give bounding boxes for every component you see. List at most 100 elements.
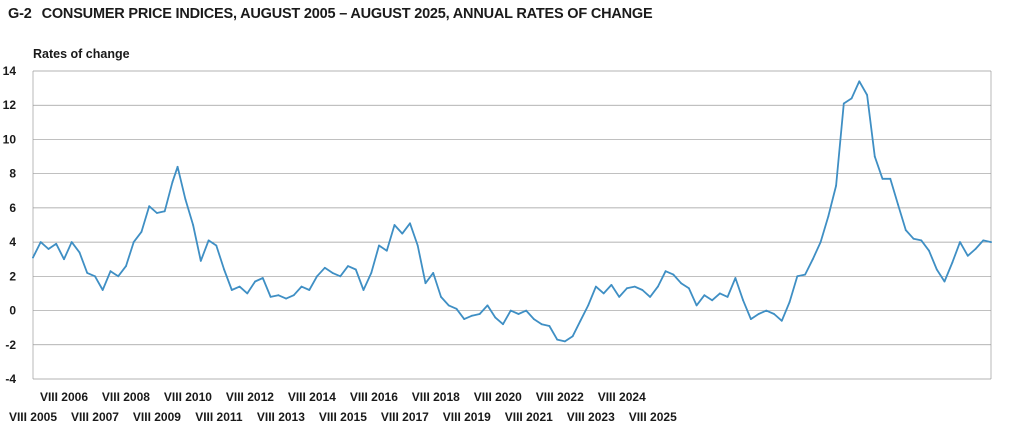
data-point xyxy=(633,285,636,288)
data-point xyxy=(873,155,876,158)
data-point xyxy=(39,241,42,244)
data-point xyxy=(70,241,73,244)
chart-title: G-2 CONSUMER PRICE INDICES, AUGUST 2005 –… xyxy=(8,6,653,22)
data-point xyxy=(804,273,806,276)
y-tick-label: 0 xyxy=(9,304,16,318)
data-point xyxy=(974,248,977,250)
data-point xyxy=(672,273,675,276)
chart-code: G-2 xyxy=(8,6,32,22)
x-tick-label: VIII 2016 xyxy=(350,390,398,404)
data-point xyxy=(300,285,303,288)
y-tick-label: -2 xyxy=(5,338,16,352)
data-point xyxy=(966,254,969,257)
data-point xyxy=(109,270,112,273)
data-point xyxy=(378,244,380,247)
data-point xyxy=(292,294,295,297)
data-point xyxy=(47,248,50,250)
data-point xyxy=(641,289,644,291)
data-point xyxy=(827,215,830,218)
data-point xyxy=(362,289,365,291)
data-point xyxy=(385,249,388,252)
data-point xyxy=(32,256,34,259)
data-point xyxy=(935,268,938,271)
data-point xyxy=(140,230,143,233)
chart-title-text: CONSUMER PRICE INDICES, AUGUST 2005 – AU… xyxy=(41,6,653,22)
data-point xyxy=(649,296,651,298)
data-point xyxy=(78,251,81,254)
data-point xyxy=(230,289,233,291)
x-tick-label: VIII 2014 xyxy=(288,390,336,404)
x-tick-label: VIII 2007 xyxy=(71,410,119,424)
data-point xyxy=(773,313,775,315)
data-point xyxy=(842,102,845,105)
data-point xyxy=(347,265,349,267)
series-group xyxy=(32,80,992,343)
data-point xyxy=(540,323,543,326)
data-point xyxy=(517,313,520,315)
data-point xyxy=(207,239,210,242)
data-point xyxy=(982,239,985,242)
data-point xyxy=(959,241,961,244)
data-point xyxy=(835,184,837,187)
data-point xyxy=(409,222,411,225)
y-tick-label: 6 xyxy=(9,201,16,215)
data-point xyxy=(618,296,621,298)
data-point xyxy=(176,165,179,168)
data-point xyxy=(695,304,698,307)
data-point xyxy=(904,229,907,232)
data-point xyxy=(432,272,435,274)
data-point xyxy=(587,304,590,307)
data-point xyxy=(602,292,605,295)
x-tick-label: VIII 2017 xyxy=(381,410,429,424)
x-axis-ticks: VIII 2006 VIII 2008 VIII 2010 VIII 2012 VIII… xyxy=(9,390,677,424)
data-point xyxy=(101,289,104,291)
y-axis-title: Rates of change xyxy=(33,47,130,61)
data-point xyxy=(734,277,737,279)
data-point xyxy=(726,296,729,298)
data-point xyxy=(571,335,574,338)
data-point xyxy=(819,241,822,244)
data-point xyxy=(156,212,158,214)
data-point xyxy=(148,205,151,208)
x-tick-label: VIII 2021 xyxy=(505,410,553,424)
data-point xyxy=(742,299,744,302)
data-point xyxy=(548,325,551,327)
data-point xyxy=(269,296,272,298)
data-point xyxy=(494,316,497,319)
y-axis-ticks: 14 12 10 8 6 4 2 0 -2 -4 xyxy=(3,64,17,386)
data-point xyxy=(478,313,481,315)
data-point xyxy=(238,285,241,288)
data-point xyxy=(711,299,713,302)
cpi-series-line xyxy=(32,80,992,343)
x-tick-label: VIII 2020 xyxy=(474,390,522,404)
data-point xyxy=(750,318,752,320)
data-point xyxy=(254,280,256,283)
data-point xyxy=(277,294,280,297)
x-tick-label: VIII 2022 xyxy=(536,390,584,404)
y-tick-label: 10 xyxy=(3,132,17,146)
y-tick-label: 4 xyxy=(9,235,16,249)
data-point xyxy=(866,94,868,96)
data-point xyxy=(943,280,946,283)
data-point xyxy=(393,224,396,226)
data-point xyxy=(354,268,357,271)
data-point xyxy=(579,319,582,322)
data-point xyxy=(897,203,899,206)
data-point xyxy=(261,277,264,279)
x-tick-label: VIII 2013 xyxy=(257,410,305,424)
data-point xyxy=(440,296,442,298)
data-point xyxy=(132,241,135,244)
data-point xyxy=(401,232,404,235)
data-point xyxy=(788,301,791,303)
data-point xyxy=(455,307,458,310)
data-point xyxy=(626,287,628,290)
data-point xyxy=(163,210,166,213)
data-point xyxy=(595,285,597,288)
data-point xyxy=(920,239,923,242)
x-tick-label: VIII 2025 xyxy=(629,410,677,424)
x-tick-label: VIII 2012 xyxy=(226,390,274,404)
data-point xyxy=(486,304,489,307)
x-tick-label: VIII 2019 xyxy=(443,410,491,424)
data-point xyxy=(664,270,667,273)
x-tick-label: VIII 2010 xyxy=(164,390,212,404)
